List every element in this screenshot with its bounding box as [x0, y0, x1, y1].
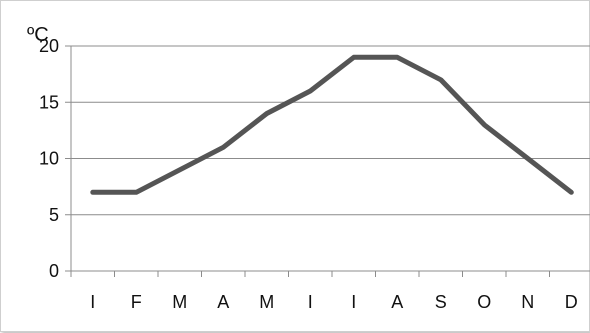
y-tick-label-5: 5 — [49, 205, 59, 225]
x-tick-label-11: D — [565, 292, 578, 312]
x-tick-label-6: I — [351, 292, 356, 312]
x-tick-label-9: O — [477, 292, 491, 312]
x-tick-label-4: M — [259, 292, 274, 312]
x-tick-label-0: I — [90, 292, 95, 312]
x-tick-label-2: M — [172, 292, 187, 312]
y-tick-label-0: 0 — [49, 261, 59, 281]
x-tick-label-8: S — [435, 292, 447, 312]
x-tick-label-10: N — [521, 292, 534, 312]
y-tick-label-15: 15 — [39, 92, 59, 112]
gridlines — [71, 46, 590, 215]
x-tick-label-5: I — [308, 292, 313, 312]
x-tick-label-1: F — [131, 292, 142, 312]
series-layer — [93, 57, 572, 192]
x-tick-label-7: A — [391, 292, 403, 312]
y-tick-label-10: 10 — [39, 149, 59, 169]
x-tick-label-3: A — [217, 292, 229, 312]
y-axis-unit-label: ºC — [27, 24, 49, 46]
series-line-0 — [93, 57, 572, 192]
